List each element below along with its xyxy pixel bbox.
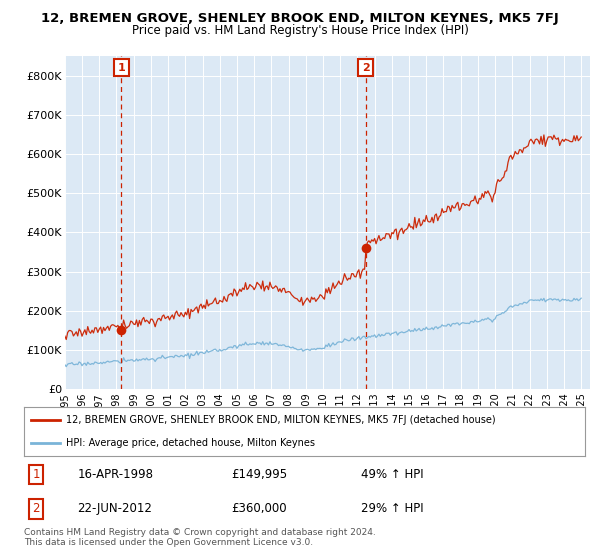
Text: Price paid vs. HM Land Registry's House Price Index (HPI): Price paid vs. HM Land Registry's House … — [131, 24, 469, 36]
Text: Contains HM Land Registry data © Crown copyright and database right 2024.
This d: Contains HM Land Registry data © Crown c… — [24, 528, 376, 547]
Text: 29% ↑ HPI: 29% ↑ HPI — [361, 502, 423, 515]
Text: £360,000: £360,000 — [232, 502, 287, 515]
Text: 2: 2 — [362, 63, 370, 73]
Text: 12, BREMEN GROVE, SHENLEY BROOK END, MILTON KEYNES, MK5 7FJ: 12, BREMEN GROVE, SHENLEY BROOK END, MIL… — [41, 12, 559, 25]
Text: 1: 1 — [32, 468, 40, 481]
Text: £149,995: £149,995 — [232, 468, 287, 481]
Text: 49% ↑ HPI: 49% ↑ HPI — [361, 468, 423, 481]
Text: 12, BREMEN GROVE, SHENLEY BROOK END, MILTON KEYNES, MK5 7FJ (detached house): 12, BREMEN GROVE, SHENLEY BROOK END, MIL… — [66, 416, 496, 426]
Text: HPI: Average price, detached house, Milton Keynes: HPI: Average price, detached house, Milt… — [66, 438, 315, 448]
Text: 1: 1 — [118, 63, 125, 73]
Text: 2: 2 — [32, 502, 40, 515]
Text: 22-JUN-2012: 22-JUN-2012 — [77, 502, 152, 515]
Text: 16-APR-1998: 16-APR-1998 — [77, 468, 153, 481]
